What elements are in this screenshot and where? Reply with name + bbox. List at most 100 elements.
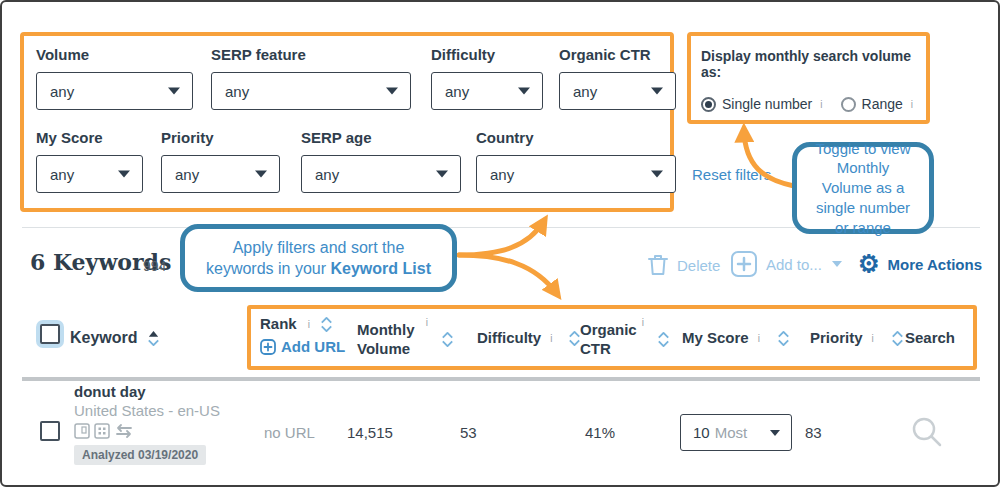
column-organic-ctr-label: Organic CTR [580, 321, 635, 359]
filter-volume-select[interactable]: any [36, 72, 193, 110]
organic-ctr-value: 41% [585, 424, 615, 441]
filter-serp-age-label: SERP age [301, 129, 461, 146]
filter-organic-ctr-select[interactable]: any [559, 72, 676, 110]
info-icon[interactable]: i [911, 99, 913, 110]
sort-icon[interactable] [890, 329, 905, 348]
more-actions-button[interactable]: ⚙ More Actions [858, 252, 982, 276]
delete-button[interactable]: Delete [647, 253, 720, 277]
filter-serp-feature-value: any [225, 83, 249, 100]
priority-value: 83 [805, 424, 822, 441]
filter-volume: Volume any [36, 46, 193, 110]
filter-organic-ctr: Organic CTR any [559, 46, 676, 110]
sort-icon[interactable] [776, 329, 791, 348]
column-organic-ctr[interactable]: Organic CTR i [580, 321, 671, 359]
add-to-label: Add to... [766, 256, 822, 273]
column-difficulty[interactable]: Difficulty i [477, 329, 582, 348]
display-volume-panel: Display monthly search volume as: Single… [687, 32, 930, 124]
callout-apply-filters: Apply filters and sort the keywords in y… [180, 224, 457, 292]
my-score-text: Most [715, 424, 748, 441]
add-url-label: Add URL [281, 338, 345, 355]
compare-arrows-icon [114, 423, 134, 439]
info-icon[interactable]: i [426, 317, 428, 328]
chevron-down-icon [651, 88, 663, 95]
sort-icon[interactable] [440, 330, 455, 349]
filter-country: Country any [476, 129, 676, 193]
radio-icon[interactable] [701, 97, 716, 112]
info-icon[interactable]: i [642, 317, 644, 328]
filter-my-score-select[interactable]: any [36, 155, 143, 193]
info-icon[interactable]: i [758, 333, 760, 344]
chevron-down-icon [518, 88, 530, 95]
column-priority[interactable]: Priority i [810, 329, 905, 348]
column-keyword-label: Keyword [70, 328, 138, 348]
monthly-volume-value: 14,515 [347, 424, 393, 441]
info-icon[interactable]: i [820, 99, 822, 110]
keyword-name[interactable]: donut day [74, 383, 264, 400]
search-icon[interactable] [910, 415, 944, 449]
display-volume-title: Display monthly search volume as: [701, 48, 916, 80]
sort-icon[interactable] [146, 329, 161, 348]
column-my-score[interactable]: My Score i [682, 329, 791, 348]
filter-serp-feature: SERP feature any [211, 46, 411, 110]
radio-range[interactable]: Range i [841, 96, 914, 112]
radio-range-label: Range [862, 96, 903, 112]
filter-volume-label: Volume [36, 46, 193, 63]
radio-single-number[interactable]: Single number i [701, 96, 823, 112]
column-difficulty-label: Difficulty [477, 329, 541, 348]
filter-organic-ctr-value: any [573, 83, 597, 100]
select-all-checkbox[interactable] [40, 324, 60, 344]
column-monthly-volume[interactable]: Monthly Volume i [357, 321, 455, 359]
filter-difficulty-select[interactable]: any [431, 72, 543, 110]
callout-toggle-text: Toggle to view Monthly Volume as a singl… [811, 139, 915, 238]
filter-difficulty-value: any [445, 83, 469, 100]
radio-icon[interactable] [841, 97, 856, 112]
column-keyword[interactable]: Keyword [70, 328, 161, 348]
serp-feature-icon [74, 423, 90, 439]
chevron-down-icon [255, 171, 267, 178]
filter-priority-label: Priority [161, 129, 280, 146]
info-icon[interactable]: i [308, 319, 310, 330]
filter-difficulty: Difficulty any [431, 46, 543, 110]
column-rank[interactable]: Rank i Add URL [260, 315, 345, 355]
plus-box-icon [260, 339, 276, 355]
filter-my-score: My Score any [36, 129, 143, 193]
filter-volume-value: any [50, 83, 74, 100]
chevron-down-icon [770, 430, 780, 436]
chevron-down-icon [386, 88, 398, 95]
delete-label: Delete [677, 257, 720, 274]
analyzed-badge: Analyzed 03/19/2020 [74, 445, 206, 465]
add-to-button[interactable]: Add to... [730, 250, 842, 278]
difficulty-value: 53 [460, 424, 477, 441]
table-row-keyword-cell: donut day United States - en-US Analyzed… [74, 383, 264, 465]
header-row-separator [22, 377, 980, 381]
filter-difficulty-label: Difficulty [431, 46, 543, 63]
info-icon[interactable]: i [872, 333, 874, 344]
chevron-down-icon [168, 88, 180, 95]
info-icon[interactable]: i [550, 333, 552, 344]
column-rank-label: Rank [260, 315, 297, 334]
rank-value: no URL [264, 424, 315, 441]
filter-my-score-value: any [50, 166, 74, 183]
callout-apply-line2: keywords in your Keyword List [199, 258, 438, 279]
arrow-to-table-header [459, 255, 557, 294]
checkbox-icon[interactable] [40, 324, 60, 344]
chevron-down-icon [651, 171, 663, 178]
row-checkbox[interactable] [40, 421, 60, 441]
sort-icon[interactable] [319, 315, 334, 334]
chevron-down-icon [118, 171, 130, 178]
filter-priority-select[interactable]: any [161, 155, 280, 193]
my-score-select[interactable]: 10 Most [680, 414, 792, 451]
filter-serp-age-select[interactable]: any [301, 155, 461, 193]
radio-single-number-label: Single number [722, 96, 812, 112]
reset-filters-link[interactable]: Reset filters [692, 166, 771, 183]
more-actions-label: More Actions [888, 256, 982, 273]
plus-box-icon [730, 250, 758, 278]
filter-serp-feature-select[interactable]: any [211, 72, 411, 110]
add-url-link[interactable]: Add URL [260, 338, 345, 355]
trash-icon [647, 253, 669, 277]
sort-icon[interactable] [656, 330, 671, 349]
column-monthly-volume-label: Monthly Volume [357, 321, 419, 359]
filter-country-select[interactable]: any [476, 155, 676, 193]
grid-feature-icon [94, 423, 110, 439]
my-score-value: 10 [693, 424, 710, 441]
